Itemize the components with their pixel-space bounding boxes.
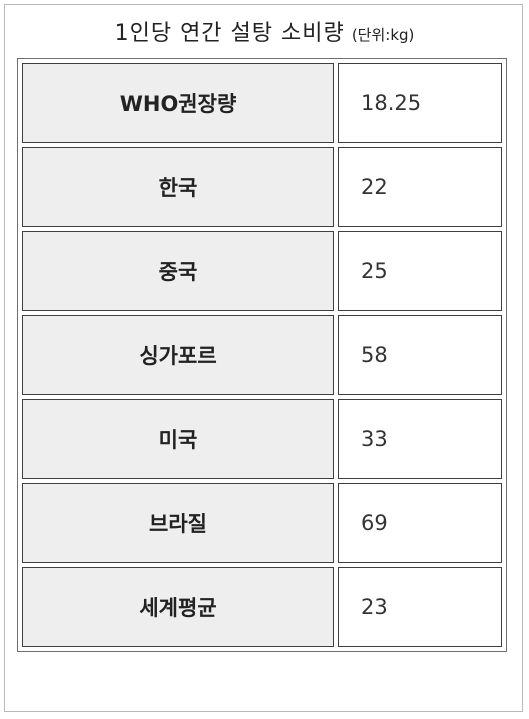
value-cell: 18.25 [338,63,502,143]
table-row: 브라질 69 [22,483,502,563]
sugar-consumption-table: WHO권장량 18.25 한국 22 중국 25 싱가포르 58 미국 33 브… [17,58,507,652]
unit-label: (단위:kg) [351,26,415,44]
value-cell: 25 [338,231,502,311]
country-cell: 브라질 [22,483,334,563]
table-row: 미국 33 [22,399,502,479]
table-row: 세계평균 23 [22,567,502,647]
country-cell: 미국 [22,399,334,479]
country-cell: 한국 [22,147,334,227]
page-title: 1인당 연간 설탕 소비량 (단위:kg) [5,15,524,47]
table-row: WHO권장량 18.25 [22,63,502,143]
country-cell: 중국 [22,231,334,311]
country-cell: 싱가포르 [22,315,334,395]
title-text: 1인당 연간 설탕 소비량 [114,21,345,46]
value-cell: 33 [338,399,502,479]
country-cell: 세계평균 [22,567,334,647]
value-cell: 69 [338,483,502,563]
table-row: 싱가포르 58 [22,315,502,395]
country-cell: WHO권장량 [22,63,334,143]
sugar-consumption-panel: 1인당 연간 설탕 소비량 (단위:kg) WHO권장량 18.25 한국 22… [4,4,523,712]
table-row: 한국 22 [22,147,502,227]
value-cell: 58 [338,315,502,395]
value-cell: 22 [338,147,502,227]
table-row: 중국 25 [22,231,502,311]
value-cell: 23 [338,567,502,647]
